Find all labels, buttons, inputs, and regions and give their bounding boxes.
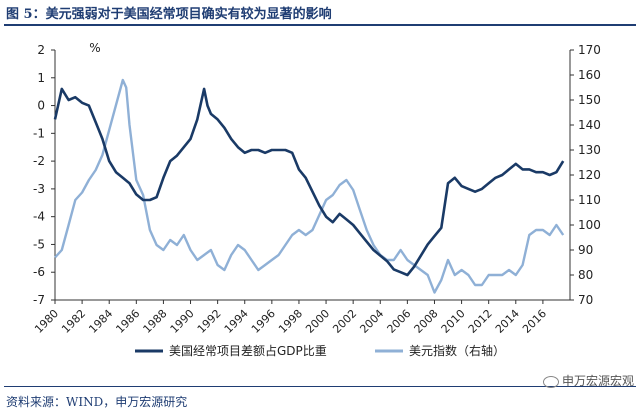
x-tick-label: 2010 <box>439 307 468 336</box>
right-tick-label: 90 <box>578 243 593 257</box>
left-tick-label: 0 <box>37 99 45 113</box>
x-tick-label: 1984 <box>86 307 115 336</box>
x-tick-label: 2016 <box>520 307 549 336</box>
right-tick-label: 160 <box>578 68 601 82</box>
x-tick-label: 2002 <box>330 307 359 336</box>
right-tick-label: 100 <box>578 218 601 232</box>
right-tick-label: 170 <box>578 43 601 57</box>
source-note: 资料来源：WIND，申万宏源研究 <box>6 395 188 409</box>
right-tick-label: 70 <box>578 293 593 307</box>
right-tick-label: 140 <box>578 118 601 132</box>
x-tick-label: 2012 <box>466 307 495 336</box>
x-tick-label: 1998 <box>276 307 305 336</box>
wechat-icon <box>542 375 559 388</box>
left-tick-label: -7 <box>33 293 45 307</box>
left-tick-label: 1 <box>37 71 45 85</box>
left-tick-label: -5 <box>33 237 45 251</box>
x-tick-label: 1996 <box>249 307 278 336</box>
x-tick-label: 1992 <box>195 307 224 336</box>
source-divider <box>4 386 636 387</box>
x-tick-label: 2006 <box>384 307 413 336</box>
right-tick-label: 80 <box>578 268 593 282</box>
watermark: 申万宏源宏观 <box>542 372 634 389</box>
x-tick-label: 1980 <box>32 307 61 336</box>
right-tick-label: 150 <box>578 93 601 107</box>
right-tick-label: 110 <box>578 193 601 207</box>
left-tick-label: -6 <box>33 265 45 279</box>
left-tick-label: -4 <box>33 210 45 224</box>
left-tick-label: 2 <box>37 43 45 57</box>
series-line-dollar-index <box>54 78 565 294</box>
x-tick-label: 1988 <box>141 307 170 336</box>
left-tick-label: -1 <box>33 126 45 140</box>
right-tick-label: 130 <box>578 143 601 157</box>
x-tick-label: 1994 <box>222 307 251 336</box>
legend-current-account-label: 美国经常项目差额占GDP比重 <box>169 343 327 358</box>
left-tick-label: -3 <box>33 182 45 196</box>
legend-dollar-index-label: 美元指数（右轴） <box>409 343 505 358</box>
x-tick-label: 2000 <box>303 307 332 336</box>
chart-title: 图 5：美元强弱对于美国经常项目确实有较为显著的影响 <box>6 7 332 22</box>
series-line-current-account <box>53 87 565 277</box>
x-tick-label: 1986 <box>113 307 142 336</box>
watermark-text: 申万宏源宏观 <box>561 374 634 388</box>
title-divider <box>4 24 636 26</box>
x-tick-label: 2004 <box>357 307 386 336</box>
x-tick-label: 2008 <box>412 307 441 336</box>
unit-label: % <box>89 41 100 55</box>
x-tick-label: 1982 <box>59 307 88 336</box>
x-tick-label: 2014 <box>493 307 522 336</box>
right-tick-label: 120 <box>578 168 601 182</box>
left-tick-label: -2 <box>33 154 45 168</box>
x-tick-label: 1990 <box>168 307 197 336</box>
line-chart: 2 1 0 -1 -2 -3 -4 -5 -6 -7 170 160 150 140 130 120 110 10… <box>32 41 601 358</box>
